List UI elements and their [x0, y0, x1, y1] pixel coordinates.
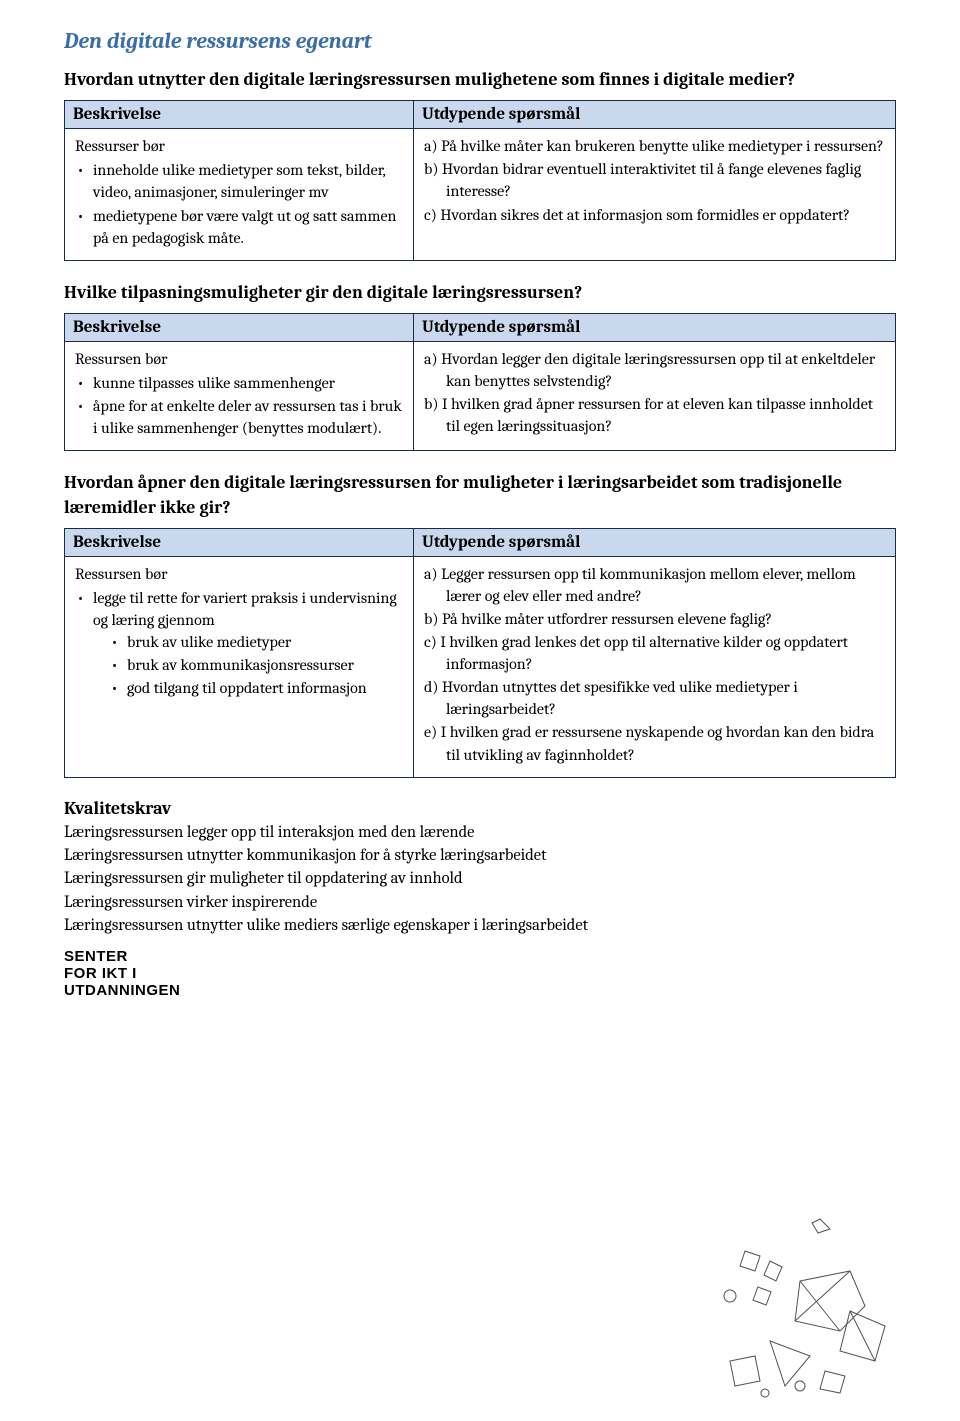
- intro-text: Ressurser bør: [75, 135, 403, 157]
- logo: SENTER FOR IKT I UTDANNINGEN: [64, 948, 896, 1000]
- kvalitet-item: Læringsressursen gir muligheter til oppd…: [64, 867, 896, 890]
- table-header-right: Utdypende spørsmål: [414, 313, 896, 341]
- sub-list-item: god tilgang til oppdatert informasjon: [111, 677, 403, 699]
- bullet-list: kunne tilpasses ulike sammenhenger åpne …: [75, 372, 403, 439]
- table-header-left: Beskrivelse: [65, 313, 414, 341]
- table-3-desc: Ressursen bør legge til rette for varier…: [65, 556, 414, 777]
- decorative-shapes-icon: [700, 1211, 900, 1401]
- logo-line: UTDANNINGEN: [64, 982, 896, 999]
- qa-item: a) Hvordan legger den digitale læringsre…: [424, 348, 885, 392]
- list-item-text: legge til rette for variert praksis i un…: [93, 589, 397, 629]
- qa-item: b) På hvilke måter utfordrer ressursen e…: [424, 608, 885, 630]
- table-header-left: Beskrivelse: [65, 101, 414, 129]
- sub-list-item: bruk av kommunikasjons­ressurser: [111, 654, 403, 676]
- question-3: Hvordan åpner den digitale læringsressur…: [64, 471, 896, 520]
- table-2-questions: a) Hvordan legger den digitale læringsre…: [414, 341, 896, 450]
- qa-item: d) Hvordan utnyttes det spesifikke ved u…: [424, 676, 885, 720]
- kvalitet-title: Kvalitetskrav: [64, 798, 896, 819]
- list-item: legge til rette for variert praksis i un…: [77, 587, 403, 699]
- list-item: åpne for at enkelte deler av ressursen t…: [77, 395, 403, 439]
- question-1: Hvordan utnytter den digitale læringsres…: [64, 68, 896, 92]
- bullet-list: legge til rette for variert praksis i un…: [75, 587, 403, 699]
- sub-list: bruk av ulike medietyper bruk av kommuni…: [93, 631, 403, 699]
- section-title: Den digitale ressursens egenart: [64, 28, 896, 54]
- table-2-desc: Ressursen bør kunne tilpasses ulike samm…: [65, 341, 414, 450]
- kvalitet-list: Læringsressursen legger opp til interaks…: [64, 821, 896, 938]
- kvalitet-item: Læringsressursen legger opp til interaks…: [64, 821, 896, 844]
- kvalitet-item: Læringsressursen virker inspirerende: [64, 891, 896, 914]
- kvalitet-item: Læringsressursen utnytter ulike mediers …: [64, 914, 896, 937]
- qa-item: a) Legger ressursen opp til kommunikasjo…: [424, 563, 885, 607]
- table-header-right: Utdypende spørsmål: [414, 101, 896, 129]
- intro-text: Ressursen bør: [75, 563, 403, 585]
- qa-item: e) I hvilken grad er ressursene nyskapen…: [424, 721, 885, 765]
- list-item: medietypene bør være valgt ut og satt sa…: [77, 205, 403, 249]
- bullet-list: inneholde ulike medietyper som tekst, bi…: [75, 159, 403, 248]
- table-header-left: Beskrivelse: [65, 528, 414, 556]
- list-item: inneholde ulike medietyper som tekst, bi…: [77, 159, 403, 203]
- table-1: Beskrivelse Utdypende spørsmål Ressurser…: [64, 100, 896, 260]
- table-header-right: Utdypende spørsmål: [414, 528, 896, 556]
- qa-item: c) I hvilken grad lenkes det opp til alt…: [424, 631, 885, 675]
- logo-line: SENTER: [64, 948, 896, 965]
- kvalitet-item: Læringsressursen utnytter kommunikasjon …: [64, 844, 896, 867]
- sub-list-item: bruk av ulike medietyper: [111, 631, 403, 653]
- qa-item: b) Hvordan bidrar eventuell interaktivit…: [424, 158, 885, 202]
- table-2: Beskrivelse Utdypende spørsmål Ressursen…: [64, 313, 896, 451]
- table-1-questions: a) På hvilke måter kan brukeren benytte …: [414, 129, 896, 260]
- qa-item: b) I hvilken grad åpner ressursen for at…: [424, 393, 885, 437]
- qa-item: c) Hvordan sikres det at informasjon som…: [424, 204, 885, 226]
- intro-text: Ressursen bør: [75, 348, 403, 370]
- list-item: kunne tilpasses ulike sammenhenger: [77, 372, 403, 394]
- logo-line: FOR IKT I: [64, 965, 896, 982]
- qa-item: a) På hvilke måter kan brukeren benytte …: [424, 135, 885, 157]
- table-3: Beskrivelse Utdypende spørsmål Ressursen…: [64, 528, 896, 778]
- table-1-desc: Ressurser bør inneholde ulike medietyper…: [65, 129, 414, 260]
- question-2: Hvilke tilpasningsmuligheter gir den dig…: [64, 281, 896, 305]
- table-3-questions: a) Legger ressursen opp til kommunikasjo…: [414, 556, 896, 777]
